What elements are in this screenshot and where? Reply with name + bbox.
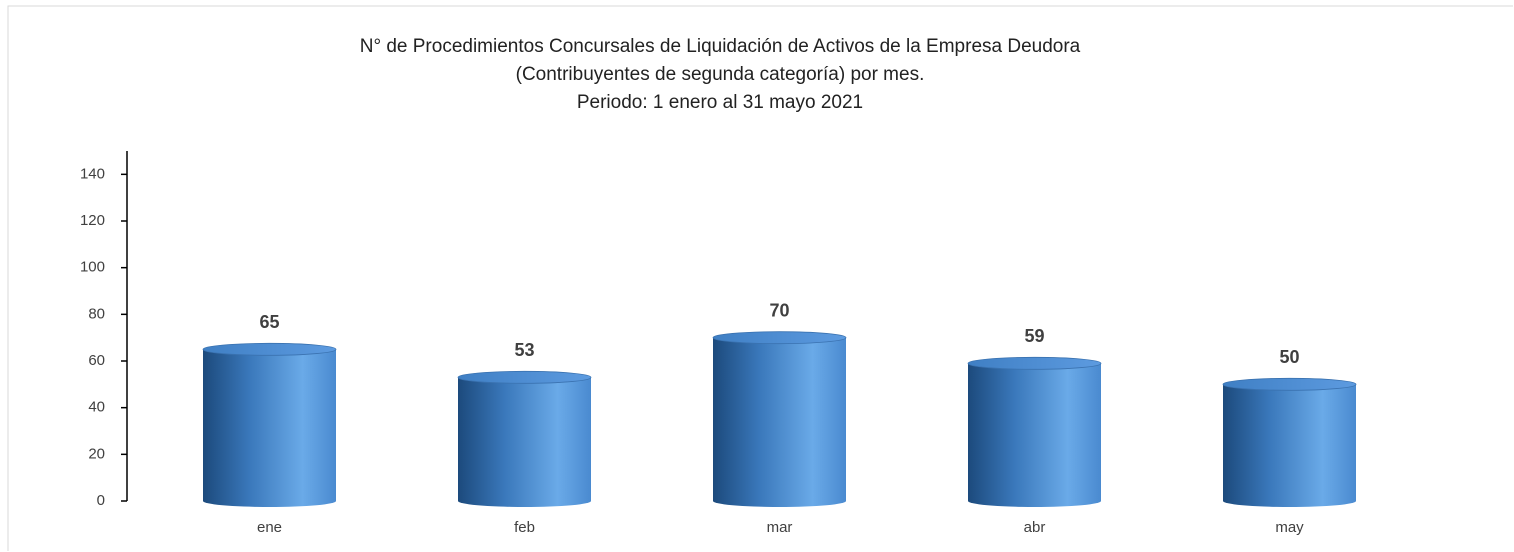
x-tick-label: ene bbox=[257, 519, 282, 536]
y-tick-label: 40 bbox=[88, 399, 105, 416]
y-tick-label: 80 bbox=[88, 305, 105, 322]
bar bbox=[458, 377, 591, 501]
value-label: 70 bbox=[769, 300, 789, 320]
x-tick-label: mar bbox=[767, 519, 793, 536]
y-tick-label: 60 bbox=[88, 352, 105, 369]
x-tick-label: may bbox=[1275, 519, 1304, 536]
y-tick-label: 120 bbox=[80, 212, 105, 229]
chart-title: Periodo: 1 enero al 31 mayo 2021 bbox=[577, 92, 863, 113]
chart-title: (Contribuyentes de segunda categoría) po… bbox=[516, 64, 925, 85]
x-tick-label: abr bbox=[1024, 519, 1046, 536]
y-tick-label: 20 bbox=[88, 445, 105, 462]
bar bbox=[203, 349, 336, 501]
y-tick-label: 100 bbox=[80, 259, 105, 276]
value-label: 65 bbox=[259, 312, 279, 332]
value-label: 59 bbox=[1024, 326, 1044, 346]
chart-title: N° de Procedimientos Concursales de Liqu… bbox=[360, 36, 1081, 57]
bar bbox=[968, 363, 1101, 501]
bar-top bbox=[202, 342, 337, 356]
bar bbox=[1223, 384, 1356, 501]
bar bbox=[713, 337, 846, 501]
chart-frame bbox=[7, 5, 1513, 551]
bar-top bbox=[457, 370, 592, 384]
bar-top bbox=[967, 356, 1102, 370]
bar-top bbox=[712, 331, 847, 345]
y-tick-label: 0 bbox=[97, 492, 105, 509]
y-tick-label: 140 bbox=[80, 165, 105, 182]
bar-top bbox=[1222, 377, 1357, 391]
value-label: 50 bbox=[1279, 347, 1299, 367]
value-label: 53 bbox=[514, 340, 534, 360]
x-tick-label: feb bbox=[514, 519, 535, 536]
